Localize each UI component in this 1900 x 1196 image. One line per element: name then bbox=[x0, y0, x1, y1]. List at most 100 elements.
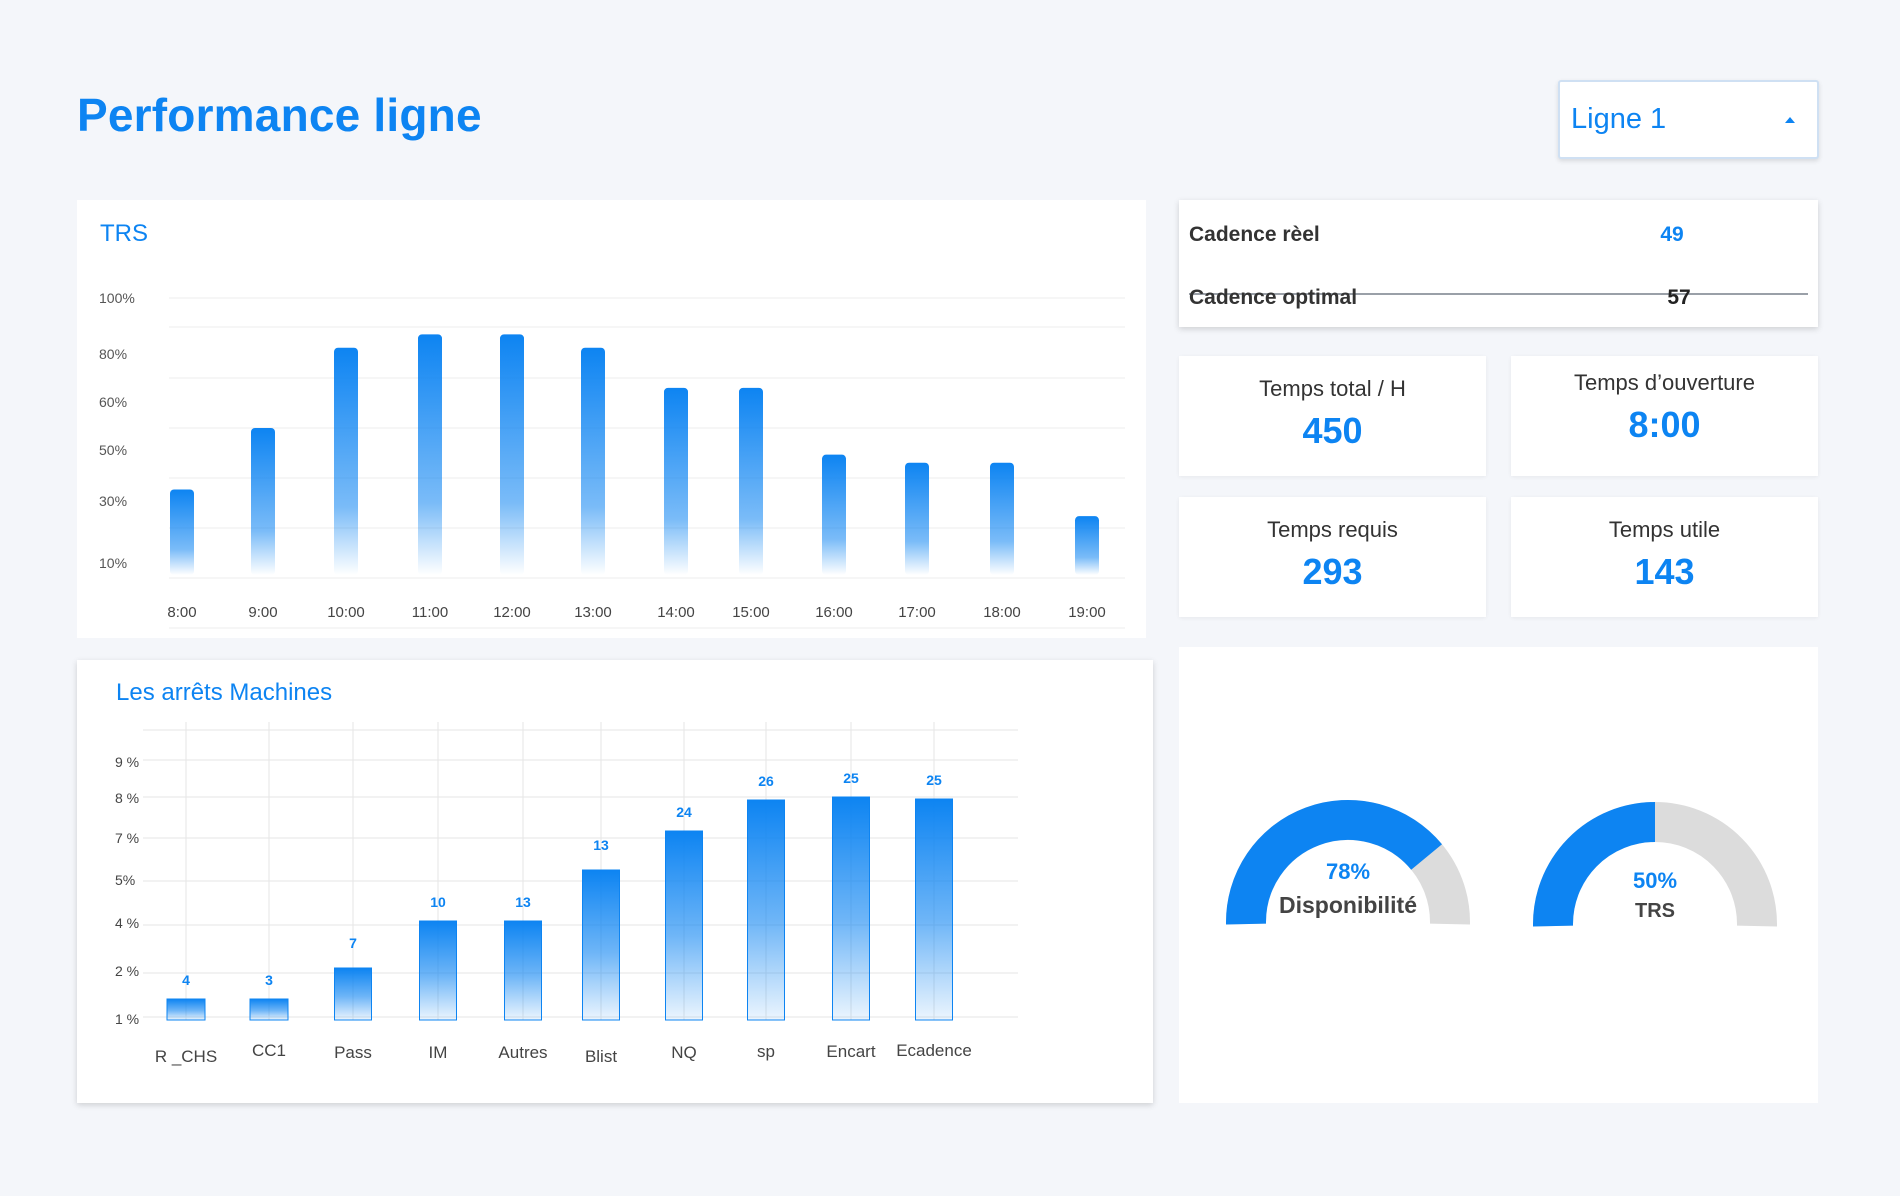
trs-bar bbox=[418, 334, 442, 575]
y-tick-label: 30% bbox=[99, 493, 127, 509]
y-tick-label: 4 % bbox=[115, 915, 139, 931]
trs-bar bbox=[905, 462, 929, 575]
gauge-percent: 78% bbox=[1326, 859, 1370, 884]
line-select-dropdown[interactable]: Ligne 1 bbox=[1558, 80, 1819, 159]
gauge-trs: 50% TRS bbox=[1533, 802, 1777, 927]
data-label: 26 bbox=[758, 773, 774, 789]
stat-label: Temps requis bbox=[1267, 517, 1398, 542]
stop-bar bbox=[249, 998, 289, 1021]
stat-useful-time: Temps utile 143 bbox=[1511, 497, 1818, 617]
y-tick-label: 50% bbox=[99, 442, 127, 458]
gauge-percent: 50% bbox=[1633, 868, 1677, 893]
stops-chart-title: Les arrêts Machines bbox=[116, 679, 333, 706]
stops-chart: 9 % 8 % 7 % 5% 4 % 2 % 1 % 4 R _CHS 3 CC1 7 Pass 10 IM… bbox=[115, 722, 1018, 1066]
cadence-optimal-row: Cadence optimal 57 bbox=[1189, 268, 1808, 328]
stat-value: 293 bbox=[1302, 551, 1363, 592]
trs-bar bbox=[1075, 516, 1099, 575]
y-tick-label: 8 % bbox=[115, 790, 139, 806]
gauge-name: TRS bbox=[1635, 900, 1675, 922]
trs-bar bbox=[170, 489, 194, 575]
x-tick-label: 14:00 bbox=[657, 604, 695, 621]
stop-bar bbox=[334, 967, 372, 1021]
x-tick-label: 19:00 bbox=[1068, 604, 1106, 621]
x-tick-label: NQ bbox=[671, 1043, 697, 1062]
line-select-value: Ligne 1 bbox=[1571, 103, 1667, 135]
cadence-card: Cadence rèel 49 Cadence optimal 57 bbox=[1179, 200, 1818, 327]
trs-bar bbox=[664, 387, 688, 575]
x-tick-label: Pass bbox=[334, 1043, 372, 1062]
trs-chart-title: TRS bbox=[100, 220, 148, 247]
y-tick-label: 1 % bbox=[115, 1011, 139, 1027]
trs-chart-card: TRS 100% 80% 60% 50% 30% 10% 8:00 9:00 10:00 11:0… bbox=[77, 200, 1146, 638]
caret-up-icon bbox=[1785, 116, 1795, 123]
stat-total-time: Temps total / H 450 bbox=[1179, 356, 1486, 476]
stop-bar bbox=[166, 998, 206, 1021]
stat-label: Temps utile bbox=[1608, 517, 1721, 542]
stat-opening-time: Temps d’ouverture 8:00 bbox=[1511, 356, 1818, 476]
data-label: 25 bbox=[926, 772, 942, 788]
x-tick-label: 18:00 bbox=[983, 604, 1021, 621]
gauge-fill bbox=[1226, 800, 1442, 925]
cadence-divider bbox=[1189, 293, 1808, 295]
gauge-fill bbox=[1533, 802, 1656, 927]
data-label: 10 bbox=[430, 894, 446, 910]
gauges-card: 78% Disponibilité 50% TRS bbox=[1179, 647, 1818, 1103]
trs-bar bbox=[581, 347, 605, 575]
trs-bar bbox=[822, 454, 846, 575]
data-label: 24 bbox=[676, 804, 692, 820]
stat-value: 143 bbox=[1634, 551, 1695, 592]
gauge-name: Disponibilité bbox=[1279, 892, 1417, 918]
data-label: 13 bbox=[593, 837, 609, 853]
cadence-optimal-label: Cadence optimal bbox=[1189, 286, 1358, 309]
x-tick-label: 8:00 bbox=[167, 604, 196, 621]
x-tick-label: 13:00 bbox=[574, 604, 612, 621]
y-tick-label: 60% bbox=[99, 394, 127, 410]
data-label: 4 bbox=[182, 972, 190, 988]
x-tick-label: 11:00 bbox=[412, 604, 448, 621]
y-tick-label: 2 % bbox=[115, 963, 139, 979]
y-tick-label: 7 % bbox=[115, 830, 139, 846]
x-tick-label: Ecadence bbox=[896, 1041, 972, 1060]
x-tick-label: 15:00 bbox=[732, 604, 770, 621]
y-tick-label: 10% bbox=[99, 555, 127, 571]
page-title: Performance ligne bbox=[77, 89, 482, 141]
trs-bar bbox=[990, 462, 1014, 575]
x-tick-label: Autres bbox=[498, 1043, 547, 1062]
y-tick-label: 80% bbox=[99, 346, 127, 362]
x-tick-label: IM bbox=[429, 1043, 448, 1062]
x-tick-label: sp bbox=[757, 1042, 775, 1061]
trs-bar bbox=[334, 347, 358, 575]
data-label: 3 bbox=[265, 972, 273, 988]
data-label: 25 bbox=[843, 770, 859, 786]
y-tick-label: 9 % bbox=[115, 754, 139, 770]
stops-chart-card: Les arrêts Machines 9 % 8 % 7 % 5% 4 % 2 % 1 %… bbox=[77, 660, 1153, 1103]
stop-bar bbox=[419, 920, 457, 1021]
gauge-availability: 78% Disponibilité bbox=[1226, 800, 1470, 925]
x-tick-label: Blist bbox=[585, 1047, 617, 1066]
trs-bar bbox=[251, 427, 275, 575]
cadence-real-label: Cadence rèel bbox=[1189, 223, 1320, 246]
x-tick-label: 9:00 bbox=[248, 604, 277, 621]
stat-required-time: Temps requis 293 bbox=[1179, 497, 1486, 617]
stat-value: 450 bbox=[1302, 410, 1363, 451]
trs-bar bbox=[739, 387, 763, 575]
x-tick-label: 12:00 bbox=[493, 604, 531, 621]
cadence-real-row: Cadence rèel 49 bbox=[1189, 205, 1808, 265]
stat-value: 8:00 bbox=[1628, 404, 1701, 445]
cadence-real-value: 49 bbox=[1660, 223, 1684, 246]
data-label: 13 bbox=[515, 894, 531, 910]
data-label: 7 bbox=[349, 935, 357, 951]
x-tick-label: Encart bbox=[826, 1042, 875, 1061]
cadence-optimal-value: 57 bbox=[1667, 286, 1691, 309]
stat-label: Temps total / H bbox=[1259, 376, 1406, 401]
stop-bar bbox=[504, 920, 542, 1021]
stat-label: Temps d’ouverture bbox=[1574, 370, 1755, 395]
x-tick-label: 10:00 bbox=[327, 604, 365, 621]
stop-bar bbox=[665, 830, 703, 1021]
y-tick-label: 5% bbox=[115, 872, 135, 888]
stop-bar bbox=[832, 796, 870, 1021]
y-tick-label: 100% bbox=[99, 290, 135, 306]
x-tick-label: 16:00 bbox=[815, 604, 853, 621]
trs-bar bbox=[500, 334, 524, 575]
stop-bar bbox=[582, 869, 620, 1021]
